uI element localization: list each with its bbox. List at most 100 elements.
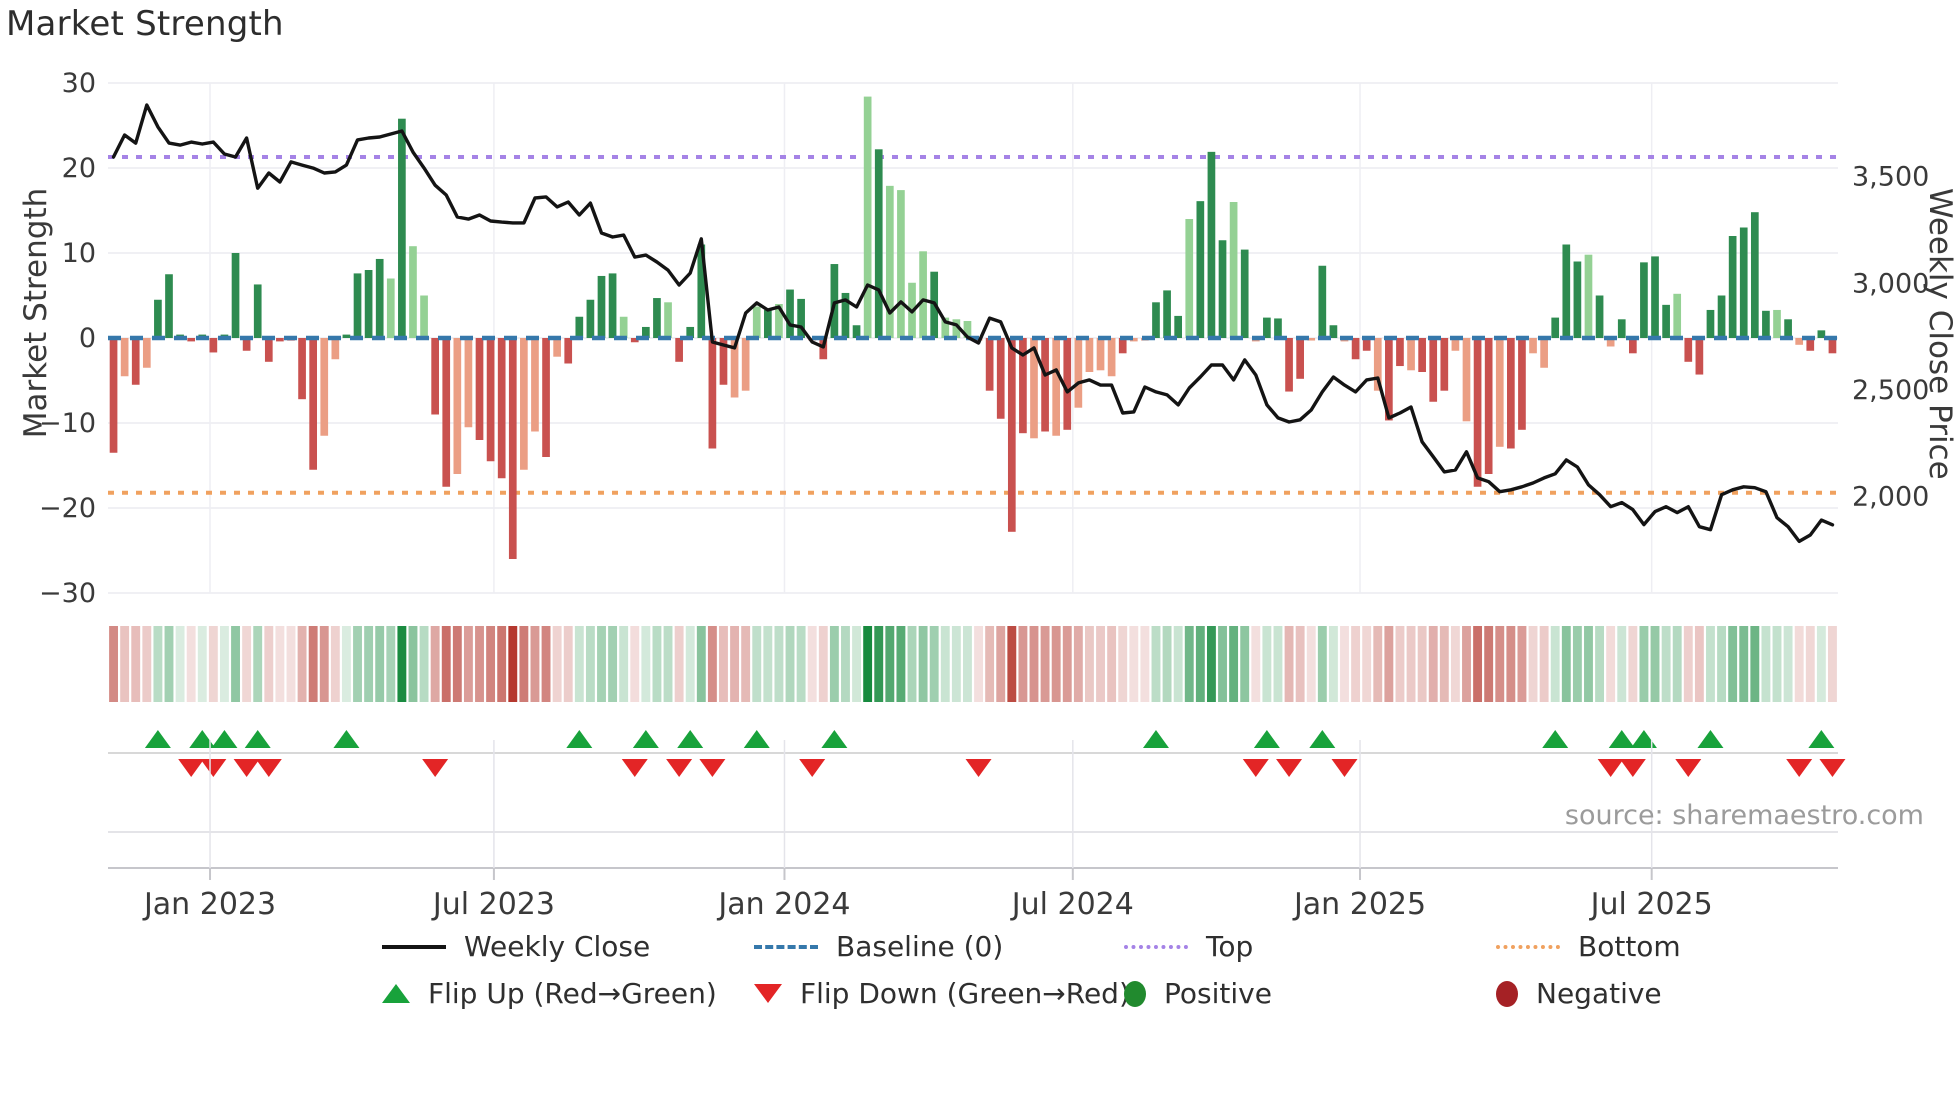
legend-item-flip-up-red-green: Flip Up (Red→Green) — [382, 977, 717, 1010]
strength-bar-positive — [364, 270, 373, 338]
flip-up-marker — [1309, 730, 1336, 748]
left-axis-tick-label: −30 — [39, 578, 96, 609]
strength-bar-positive — [841, 292, 850, 338]
heatmap-cell — [1184, 626, 1194, 702]
strength-bar-negative — [331, 338, 340, 360]
heatmap-cell — [142, 626, 152, 702]
heatmap-cell — [208, 626, 218, 702]
strength-bar-negative — [675, 338, 683, 362]
heatmap-cell — [1162, 626, 1172, 702]
strength-bar-positive — [1174, 315, 1183, 338]
legend-label: Flip Down (Green→Red) — [800, 977, 1130, 1010]
heatmap-cell — [963, 626, 972, 702]
flip-up-marker — [189, 730, 216, 748]
heatmap-cell — [1384, 626, 1394, 702]
heatmap-cell — [685, 626, 695, 702]
strength-bar-positive — [1817, 330, 1826, 338]
strength-bar-positive — [1329, 325, 1338, 338]
heatmap-cell — [974, 626, 983, 702]
strength-bar-positive — [653, 298, 661, 338]
strength-bar-negative — [1606, 338, 1615, 347]
legend-item-positive: Positive — [1124, 977, 1272, 1010]
page-title: Market Strength — [6, 4, 284, 44]
strength-bar-positive — [797, 298, 805, 338]
heatmap-cell — [1528, 626, 1538, 702]
heatmap-cell — [1328, 626, 1338, 702]
heatmap-cell — [829, 626, 839, 702]
strength-bar-negative — [1019, 338, 1027, 434]
strength-bar-negative — [1451, 338, 1460, 351]
heatmap-cell — [253, 626, 263, 702]
heatmap-cell — [608, 626, 618, 702]
strength-bar-positive — [1750, 212, 1759, 338]
strength-bar-negative — [1107, 338, 1116, 377]
strength-bar-positive — [398, 118, 406, 338]
strength-bar-positive — [885, 185, 894, 338]
heatmap-cell — [452, 626, 462, 702]
heatmap-cell — [1728, 626, 1738, 702]
strength-bar-negative — [1007, 338, 1016, 532]
flip-down-marker — [233, 759, 260, 777]
heatmap-cell — [219, 626, 229, 702]
heatmap-cell — [1229, 626, 1239, 702]
flip-up-marker — [1630, 730, 1657, 748]
heatmap-cell — [330, 626, 340, 702]
strength-bar-positive — [1773, 309, 1781, 338]
heatmap-cell — [1096, 626, 1105, 702]
strength-bar-positive — [231, 253, 240, 338]
heatmap-cell — [896, 626, 906, 702]
heatmap-cell — [585, 626, 595, 702]
strength-bar-negative — [475, 338, 484, 440]
flip-up-marker — [1542, 730, 1569, 748]
heatmap-cell — [885, 626, 895, 702]
strength-bar-negative — [1795, 338, 1804, 345]
strength-bar-positive — [852, 325, 861, 338]
heatmap-cell — [375, 626, 385, 702]
heatmap-cell — [807, 626, 817, 702]
strength-bar-positive — [686, 326, 695, 338]
heatmap-cell — [552, 626, 562, 702]
strength-bar-negative — [1351, 338, 1360, 360]
heatmap-cell — [707, 626, 717, 702]
legend-item-top: Top — [1124, 930, 1253, 963]
strength-bar-negative — [1628, 338, 1637, 354]
flip-down-marker — [1619, 759, 1646, 777]
right-axis-tick-label: 3,000 — [1852, 268, 1929, 299]
flip-down-marker — [200, 759, 227, 777]
tri-up-swatch-icon — [382, 984, 410, 1003]
strength-bar-positive — [1617, 319, 1626, 338]
strength-bar-positive — [874, 149, 883, 338]
strength-bar-negative — [1052, 338, 1061, 436]
dot-green-swatch-icon — [1124, 980, 1146, 1007]
legend-label: Negative — [1536, 977, 1662, 1010]
strength-bar-positive — [1562, 244, 1571, 338]
strength-bar-positive — [154, 299, 162, 338]
strength-bar-negative — [542, 338, 550, 457]
heatmap-cell — [752, 626, 762, 702]
flip-down-marker — [965, 759, 992, 777]
heatmap-cell — [541, 626, 551, 702]
heatmap-cell — [109, 626, 118, 702]
heatmap-cell — [1694, 626, 1704, 702]
heatmap-cell — [774, 626, 784, 702]
heatmap-cell — [1783, 626, 1793, 702]
heatmap-cell — [1761, 626, 1771, 702]
strength-bar-positive — [1673, 293, 1682, 338]
heatmap-cell — [818, 626, 828, 702]
heatmap-cell — [1295, 626, 1305, 702]
strength-bar-positive — [1240, 249, 1249, 338]
strength-bar-positive — [375, 258, 384, 338]
heatmap-cell — [597, 626, 606, 702]
x-axis-tick-label: Jul 2024 — [1010, 887, 1134, 922]
heatmap-cell — [630, 626, 640, 702]
heatmap-cell — [874, 626, 884, 702]
strength-bar-negative — [486, 338, 495, 462]
strength-bar-positive — [1185, 219, 1194, 338]
heatmap-cell — [1195, 626, 1205, 702]
strength-bar-negative — [1684, 338, 1693, 362]
strength-bar-positive — [586, 299, 595, 338]
flip-up-marker — [1697, 730, 1724, 748]
strength-bar-negative — [1540, 338, 1548, 368]
heatmap-cell — [463, 626, 473, 702]
strength-bar-positive — [919, 251, 927, 338]
